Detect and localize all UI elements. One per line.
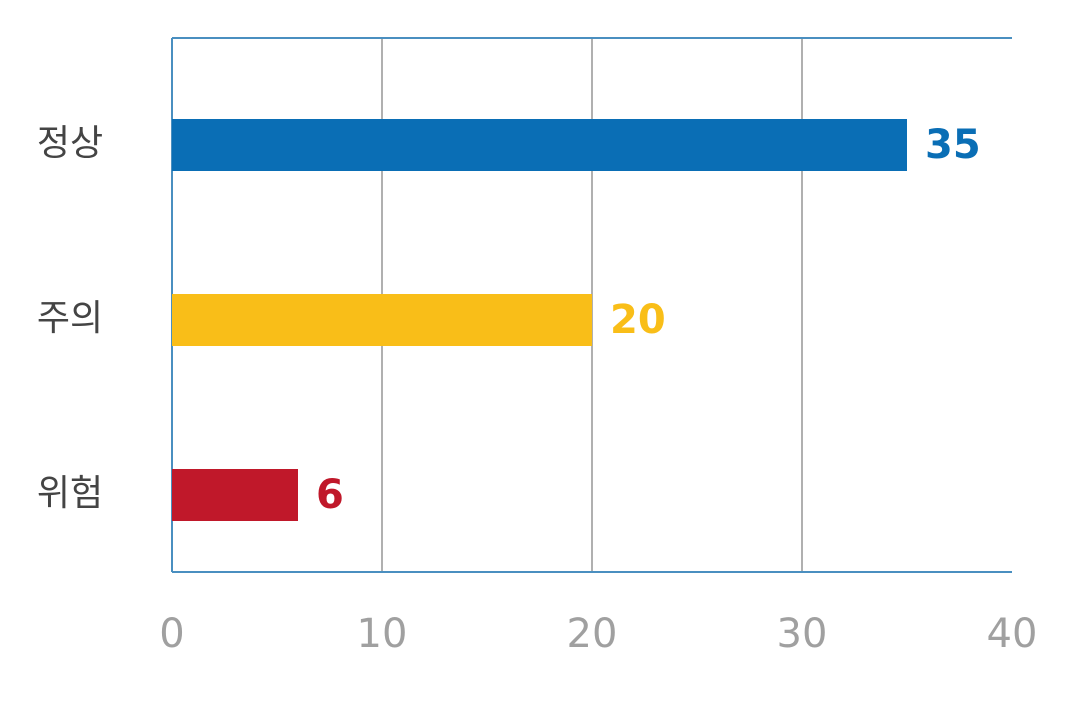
bar — [172, 119, 907, 171]
x-tick-label: 30 — [777, 611, 828, 657]
y-tick-label: 정상 — [37, 123, 103, 164]
x-tick-label: 40 — [987, 611, 1038, 657]
x-tick-label: 10 — [357, 611, 408, 657]
bar — [172, 294, 592, 346]
y-tick-label: 주의 — [37, 298, 103, 339]
x-tick-label: 20 — [567, 611, 618, 657]
value-label: 35 — [925, 122, 981, 168]
value-label: 6 — [316, 472, 344, 518]
x-tick-label: 0 — [159, 611, 184, 657]
y-tick-label: 위험 — [37, 473, 103, 514]
bar — [172, 469, 298, 521]
value-label: 20 — [610, 297, 666, 343]
